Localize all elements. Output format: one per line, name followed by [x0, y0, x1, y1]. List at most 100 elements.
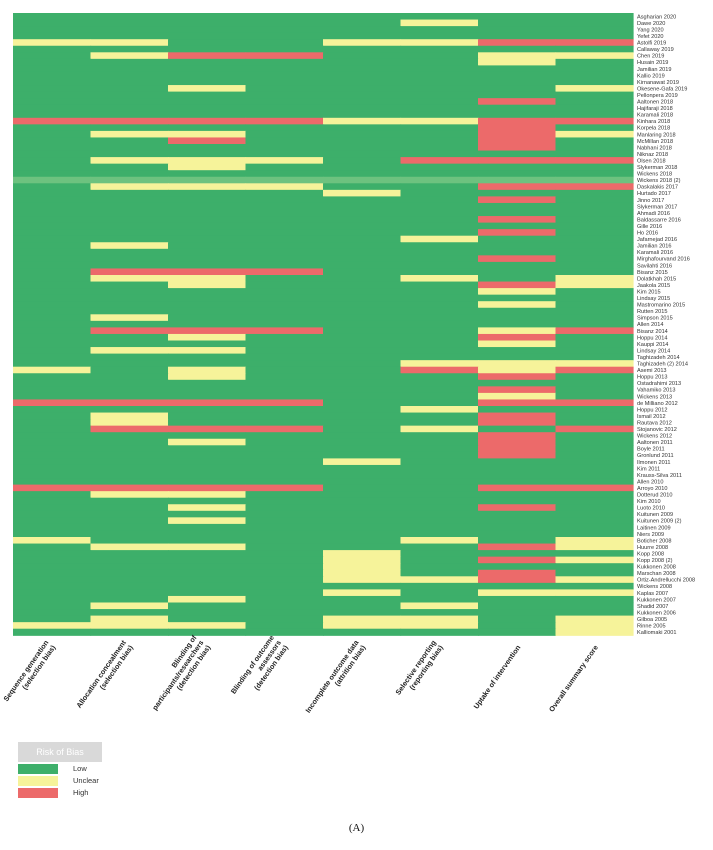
cell: [478, 602, 557, 610]
study-label: Vahamiko 2013: [637, 388, 675, 394]
cell: [90, 419, 169, 427]
domain-label: Blinding ofparticipants/researchers(dete…: [143, 633, 213, 717]
cell: [90, 157, 169, 165]
cell: [478, 628, 557, 636]
cell: [323, 261, 402, 270]
cell: [245, 406, 324, 414]
cell: [323, 550, 402, 558]
cell: [400, 176, 479, 184]
cell: [323, 71, 402, 80]
legend-item-high: High: [18, 787, 102, 798]
cell: [90, 347, 169, 355]
cell: [323, 556, 402, 564]
cell: [478, 569, 557, 577]
cell: [90, 189, 169, 197]
cell: [478, 261, 557, 270]
cell: [168, 320, 247, 328]
cell: [323, 281, 402, 289]
cell: [400, 353, 479, 361]
cell: [245, 609, 324, 617]
cell: [555, 438, 634, 446]
cell: [478, 117, 557, 125]
cell: [90, 464, 169, 473]
cell: [245, 163, 324, 171]
cell: [245, 425, 324, 433]
cell: [400, 71, 479, 80]
cell: [90, 124, 169, 132]
cell: [400, 609, 479, 617]
cell: [90, 130, 169, 139]
study-label: Boyle 2011: [637, 447, 665, 453]
cell: [13, 65, 92, 73]
cell: [245, 622, 324, 630]
cell: [478, 379, 557, 387]
cell: [13, 183, 92, 191]
cell: [13, 268, 92, 276]
cell: [245, 144, 324, 152]
cell: [323, 386, 402, 394]
cell: [400, 517, 479, 525]
cell: [90, 379, 169, 387]
cell: [555, 229, 634, 237]
cell: [478, 307, 557, 315]
cell: [245, 255, 324, 263]
cell: [168, 229, 247, 237]
cell: [168, 464, 247, 473]
cell: [13, 556, 92, 564]
study-label: Ortiz-Andrellucchi 2008: [637, 578, 695, 584]
cell: [400, 569, 479, 577]
cell: [478, 373, 557, 381]
cell: [13, 438, 92, 446]
cell: [400, 189, 479, 197]
study-label: Rinne 2005: [637, 624, 666, 630]
cell: [478, 419, 557, 427]
cell: [478, 78, 557, 86]
cell: [168, 307, 247, 315]
cell: [400, 550, 479, 558]
cell: [90, 268, 169, 276]
cell: [555, 530, 634, 538]
cell: [400, 144, 479, 152]
cell: [478, 320, 557, 328]
cell: [168, 438, 247, 446]
cell: [168, 78, 247, 86]
study-label: Baldassarre 2016: [637, 217, 681, 223]
cell: [245, 333, 324, 342]
study-label: Taghizadeh (2) 2014: [637, 362, 688, 368]
cell: [323, 523, 402, 532]
cell: [168, 412, 247, 420]
cell: [400, 615, 479, 623]
cell: [555, 137, 634, 145]
cell: [13, 615, 92, 623]
cell: [400, 366, 479, 374]
cell: [245, 510, 324, 518]
cell: [323, 183, 402, 191]
cell: [13, 124, 92, 132]
cell: [168, 333, 247, 342]
cell: [13, 39, 92, 47]
cell: [323, 320, 402, 328]
cell: [323, 419, 402, 427]
domain-label: Blinding of outcomeassessors(detection b…: [229, 633, 290, 705]
cell: [478, 471, 557, 479]
cell: [555, 582, 634, 590]
cell: [555, 615, 634, 623]
cell: [168, 491, 247, 499]
cell: [323, 32, 402, 40]
cell: [245, 491, 324, 499]
cell: [245, 628, 324, 636]
legend-label-high: High: [73, 788, 89, 797]
cell: [555, 235, 634, 243]
cell: [555, 602, 634, 610]
cell: [400, 595, 479, 604]
cell: [478, 157, 557, 165]
cell: [400, 235, 479, 243]
cell: [13, 294, 92, 302]
cell: [555, 150, 634, 158]
cell: [400, 314, 479, 322]
domain-label: Uptake of intervention: [471, 643, 522, 710]
cell: [13, 569, 92, 577]
study-label: Slykerman 2017: [637, 204, 677, 210]
cell: [245, 419, 324, 427]
cell: [245, 582, 324, 590]
